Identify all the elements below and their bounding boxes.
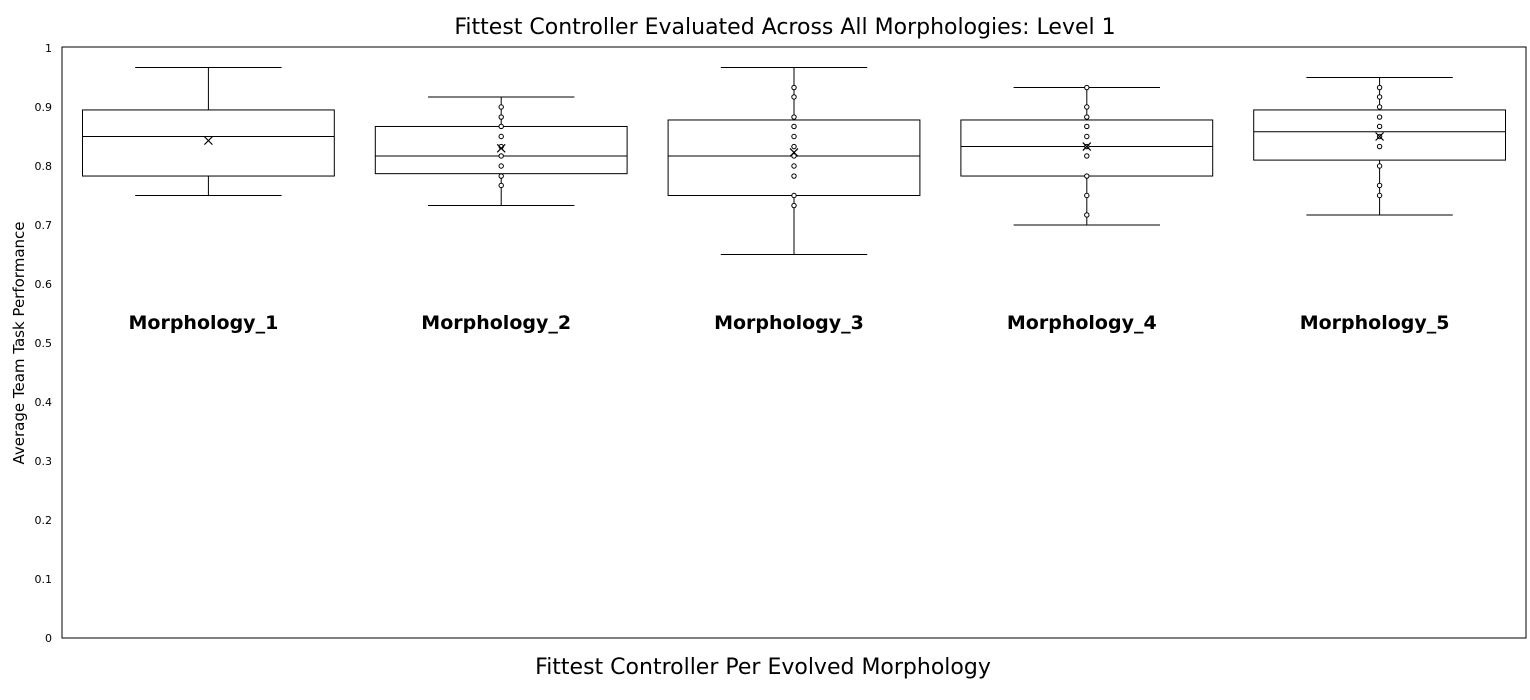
y-tick-label: 0.8 bbox=[35, 160, 53, 173]
y-tick-label: 0.9 bbox=[35, 101, 53, 114]
y-tick-label: 0.3 bbox=[35, 455, 53, 468]
data-point bbox=[498, 123, 504, 130]
box-iqr bbox=[1253, 109, 1507, 161]
box-iqr bbox=[81, 109, 335, 177]
data-point bbox=[791, 114, 797, 120]
mean-marker-stroke bbox=[496, 143, 506, 153]
data-point bbox=[1084, 153, 1090, 159]
box-group bbox=[81, 66, 335, 196]
mean-marker-stroke bbox=[789, 148, 799, 157]
data-point bbox=[498, 173, 504, 179]
data-point bbox=[791, 133, 797, 140]
y-tick-label: 1 bbox=[45, 42, 52, 55]
box-series bbox=[81, 66, 1507, 255]
data-point bbox=[1084, 173, 1090, 179]
category-label: Morphology_5 bbox=[1300, 312, 1450, 334]
data-point bbox=[791, 173, 797, 179]
mean-marker bbox=[496, 143, 506, 153]
data-point bbox=[1376, 143, 1383, 150]
mean-marker bbox=[203, 136, 213, 146]
data-point bbox=[1084, 192, 1090, 199]
data-point bbox=[791, 153, 797, 159]
box-group bbox=[374, 96, 628, 207]
data-point bbox=[1084, 84, 1090, 91]
data-point bbox=[1376, 192, 1383, 199]
chart-title: Fittest Controller Evaluated Across All … bbox=[454, 15, 1115, 40]
y-tick-label: 0.5 bbox=[35, 337, 53, 350]
data-point bbox=[1376, 94, 1383, 100]
category-label: Morphology_2 bbox=[421, 312, 571, 334]
data-point bbox=[1376, 182, 1383, 189]
data-point bbox=[1376, 123, 1383, 130]
data-point bbox=[1084, 212, 1090, 218]
mean-marker bbox=[1375, 132, 1385, 141]
box-group bbox=[960, 84, 1214, 226]
category-label: Morphology_4 bbox=[1007, 312, 1157, 334]
data-point bbox=[498, 182, 504, 189]
category-label: Morphology_1 bbox=[129, 312, 279, 334]
data-point bbox=[1084, 133, 1090, 140]
y-tick-label: 0 bbox=[45, 632, 52, 645]
data-point bbox=[791, 202, 797, 209]
data-point bbox=[498, 163, 504, 169]
data-point bbox=[1376, 163, 1383, 169]
data-point bbox=[1376, 104, 1383, 110]
data-point bbox=[791, 163, 797, 169]
mean-marker bbox=[1082, 142, 1092, 151]
data-point bbox=[791, 143, 797, 150]
y-axis-ticks: 0 0.1 0.2 0.3 0.4 0.5 0.6 0.7 0.8 0.9 1 bbox=[35, 42, 53, 645]
data-point bbox=[791, 84, 797, 91]
data-point bbox=[791, 94, 797, 100]
data-point bbox=[498, 153, 504, 159]
y-tick-label: 0.1 bbox=[35, 573, 53, 586]
data-point bbox=[498, 114, 504, 120]
y-axis-label: Average Team Task Performance bbox=[10, 222, 28, 465]
data-point bbox=[498, 133, 504, 140]
data-point bbox=[1084, 114, 1090, 120]
category-label: Morphology_3 bbox=[714, 312, 864, 334]
data-point bbox=[1084, 123, 1090, 130]
category-labels: Morphology_1 Morphology_2 Morphology_3 Morp… bbox=[129, 312, 1450, 334]
x-axis-label: Fittest Controller Per Evolved Morpholog… bbox=[535, 655, 991, 680]
mean-marker-stroke bbox=[1082, 142, 1092, 151]
y-tick-label: 0.6 bbox=[35, 278, 53, 291]
data-point bbox=[791, 123, 797, 130]
y-tick-label: 0.2 bbox=[35, 514, 53, 527]
data-point bbox=[1376, 114, 1383, 120]
y-tick-label: 0.7 bbox=[35, 219, 53, 232]
box-group bbox=[667, 66, 921, 255]
data-point bbox=[791, 192, 797, 199]
plot-area-frame bbox=[61, 46, 1527, 639]
mean-marker bbox=[789, 148, 799, 157]
mean-marker-stroke bbox=[203, 136, 213, 146]
mean-marker-stroke bbox=[1375, 132, 1385, 141]
data-point bbox=[1376, 84, 1383, 91]
y-tick-label: 0.4 bbox=[35, 396, 53, 409]
data-point bbox=[498, 104, 504, 110]
box-group bbox=[1253, 77, 1507, 216]
data-point bbox=[1084, 104, 1090, 110]
